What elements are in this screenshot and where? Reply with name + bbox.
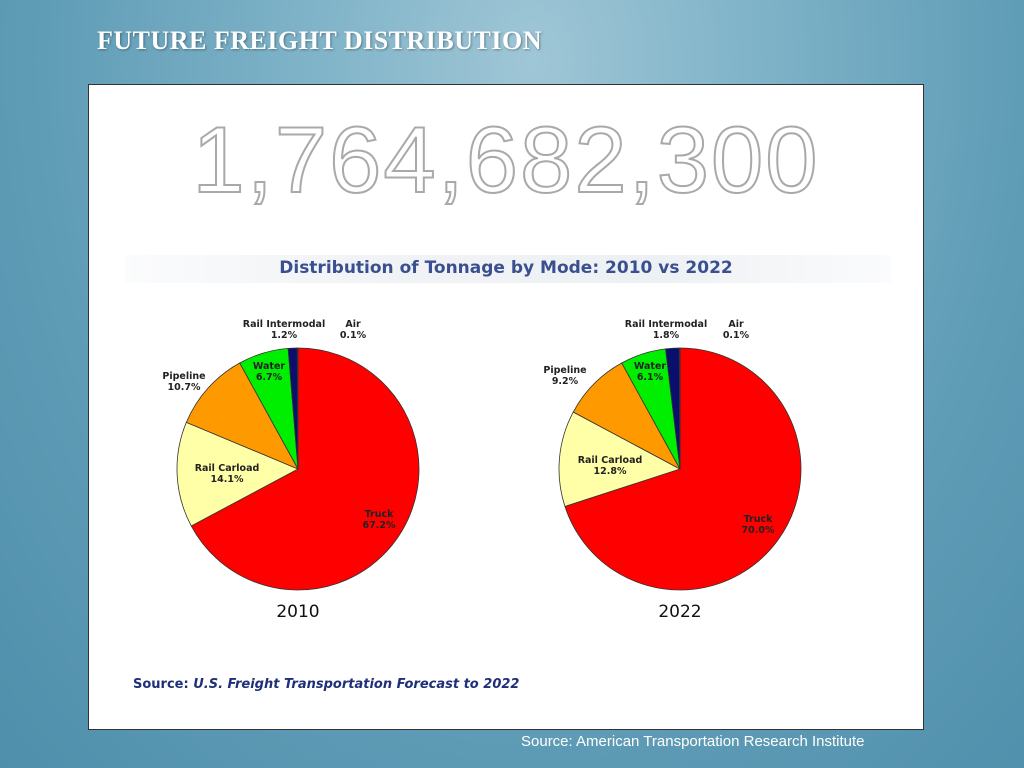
big-number: 1,764,682,300 — [191, 107, 820, 212]
chart-source-note: Source: U.S. Freight Transportation Fore… — [133, 677, 519, 692]
slice-label-2022-rail-intermodal: Rail Intermodal 1.8% — [625, 319, 707, 341]
chart-source-publication: U.S. Freight Transportation Forecast to … — [193, 677, 520, 692]
pie-slice-2010-truck — [190, 347, 420, 591]
slice-label-2022-water: Water 6.1% — [634, 361, 667, 383]
pie-2022 — [558, 347, 802, 591]
slice-label-2010-rail-carload: Rail Carload 14.1% — [195, 463, 260, 485]
pie-slice-2022-truck — [564, 347, 802, 591]
chart-title-band — [125, 255, 891, 283]
pie-slice-2010-pipeline — [185, 362, 299, 470]
slice-label-2010-truck: Truck 67.2% — [363, 509, 396, 531]
year-label-2022: 2022 — [658, 602, 701, 622]
footer-source: Source: American Transportation Research… — [521, 733, 865, 750]
pie-slice-2010-air — [296, 347, 299, 470]
pie-2010 — [176, 347, 420, 591]
chart-panel: 1,764,682,300 Distribution of Tonnage by… — [88, 84, 924, 730]
slice-label-2022-air: Air 0.1% — [723, 319, 750, 341]
pie-charts: Truck 67.2% Rail Carload 14.1% Pipeline 10.7%… — [162, 319, 802, 622]
pie-slice-2010-rail-carload — [176, 421, 299, 527]
chart-title: Distribution of Tonnage by Mode: 2010 vs… — [279, 258, 733, 278]
pie-slice-2022-air — [678, 347, 681, 470]
year-label-2010: 2010 — [276, 602, 319, 622]
slice-label-2022-pipeline: Pipeline 9.2% — [543, 365, 586, 387]
slice-label-2010-rail-intermodal: Rail Intermodal 1.2% — [243, 319, 325, 341]
slice-label-2022-truck: Truck 70.0% — [742, 514, 775, 536]
pie-slice-2022-rail-carload — [558, 411, 682, 507]
slice-label-2022-rail-carload: Rail Carload 12.8% — [578, 455, 643, 477]
slice-label-2010-air: Air 0.1% — [340, 319, 367, 341]
chart-source-label: Source: — [133, 677, 189, 692]
slice-label-2010-water: Water 6.7% — [253, 361, 286, 383]
slice-label-2010-pipeline: Pipeline 10.7% — [162, 371, 205, 393]
slide-title: FUTURE FREIGHT DISTRIBUTION — [97, 26, 543, 55]
